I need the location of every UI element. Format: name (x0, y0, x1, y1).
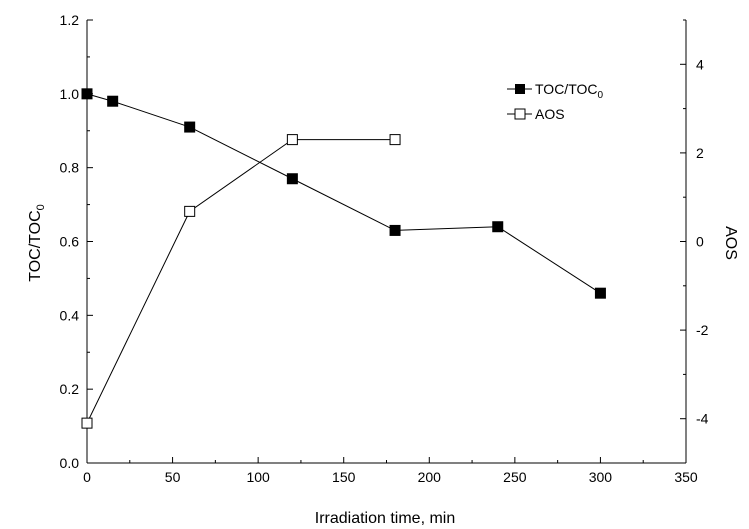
x-tick-label: 100 (246, 469, 270, 485)
x-tick-label: 50 (165, 469, 181, 485)
y-right-tick-label: -4 (696, 411, 709, 427)
legend-item-aos: AOS (507, 106, 565, 122)
legend-marker-toc (515, 84, 525, 94)
legend-label-toc: TOC/TOC0 (535, 81, 604, 101)
series-0-point (107, 95, 119, 107)
y-left-title-main: TOC/TOC (27, 210, 44, 281)
x-tick-label: 250 (503, 469, 527, 485)
x-tick-label: 0 (83, 469, 91, 485)
series-0-point (389, 224, 401, 236)
series-0-point (184, 121, 196, 133)
y-left-tick-label: 0.6 (60, 234, 80, 250)
x-tick-label: 350 (674, 469, 698, 485)
series-0-point (492, 221, 504, 233)
series-1-point (184, 205, 196, 217)
x-tick-label: 150 (332, 469, 356, 485)
series-0-point (81, 88, 93, 100)
y-left-tick-label: 0.0 (60, 455, 80, 471)
x-axis-title: Irradiation time, min (315, 510, 456, 527)
y-left-tick-label: 1.0 (60, 86, 80, 102)
y-right-axis-title: AOS (722, 226, 739, 260)
legend-marker-aos (514, 108, 526, 120)
axes: 0 50 100 150 200 250 300 350 0.0 0.2 0.4 0.6 0.8 1.0 1… (60, 12, 709, 485)
legend-item-toc: TOC/TOC0 (507, 81, 604, 101)
series-layer (81, 88, 606, 429)
y-right-tick-label: 0 (696, 234, 704, 250)
legend-label-aos: AOS (535, 106, 565, 122)
series-1-point (81, 417, 93, 429)
y-right-tick-label: 2 (696, 145, 704, 161)
series-0-point (594, 287, 606, 299)
y-left-title-sub: 0 (35, 204, 47, 210)
x-tick-label: 200 (418, 469, 442, 485)
series-1-point (286, 134, 298, 146)
y-left-tick-label: 0.4 (60, 307, 80, 323)
y-left-tick-label: 1.2 (60, 12, 80, 28)
x-tick-label: 300 (589, 469, 613, 485)
y-right-tick-label: -2 (696, 322, 709, 338)
series-line-1 (86, 139, 396, 424)
y-left-tick-label: 0.8 (60, 160, 80, 176)
series-0-point (286, 173, 298, 185)
y-right-tick-label: 4 (696, 56, 704, 72)
legend: TOC/TOC0 AOS (507, 81, 604, 122)
y-left-tick-label: 0.2 (60, 381, 80, 397)
series-1-point (389, 134, 401, 146)
y-left-axis-title: TOC/TOC0 (27, 204, 47, 282)
